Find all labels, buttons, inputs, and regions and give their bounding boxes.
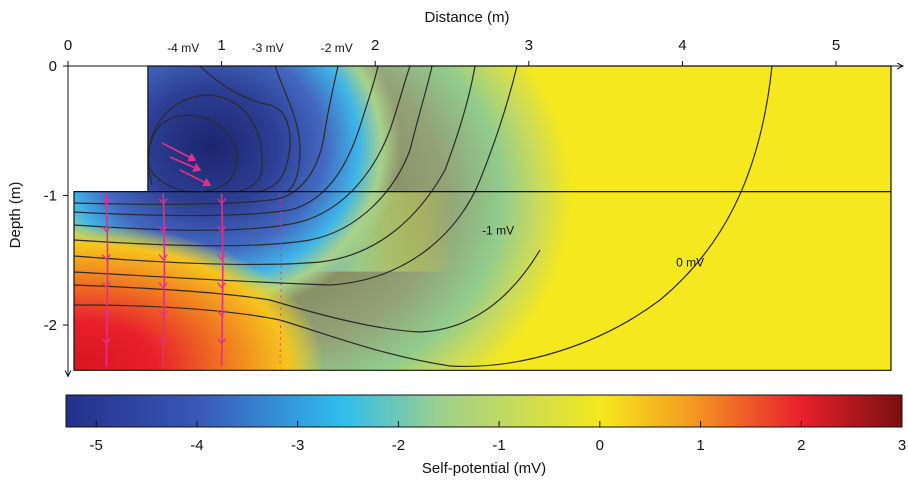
flow-arrowhead (217, 310, 227, 317)
y-tick-label: -1 (44, 188, 57, 205)
flow-arrowhead (158, 254, 168, 261)
contour-line-7 (74, 66, 411, 231)
axes: 0 1 2 3 4 5 0 -1 -2 (44, 37, 903, 376)
flow-arrowhead (158, 282, 168, 289)
source-arrow-1 (161, 142, 197, 162)
x-axis-title: Distance (m) (424, 9, 509, 26)
source-arrow-2 (169, 156, 202, 172)
x-tick-label: 4 (678, 37, 686, 54)
x-tick-label: 0 (64, 37, 72, 54)
x-tick-label: 2 (371, 37, 379, 54)
colorbar-tick-label: -1 (492, 437, 505, 454)
flow-arrowhead (101, 338, 111, 345)
x-tick-label: 5 (832, 37, 840, 54)
positive-zone (74, 223, 324, 371)
y-tick-label: 0 (49, 58, 57, 75)
flow-arrowhead (101, 310, 111, 317)
flow-arrowhead (158, 338, 168, 345)
colorbar-title: Self-potential (mV) (422, 460, 546, 477)
source-arrow-3 (179, 169, 212, 187)
contour-label-5: 0 mV (676, 256, 704, 270)
flow-arrowhead (217, 226, 227, 233)
contour-line-4 (274, 66, 301, 193)
contour-line-9 (74, 66, 476, 266)
contour-line-12 (74, 249, 541, 333)
flow-arrowhead (217, 198, 227, 205)
flow-arrowhead (101, 226, 111, 233)
contour-line-6 (74, 66, 379, 217)
flow-line-1 (105, 193, 109, 367)
colorbar-tick-label: -4 (190, 437, 203, 454)
contour-label-4: -1 mV (482, 223, 514, 237)
flow-arrowhead (101, 282, 111, 289)
y-axis-title: Depth (m) (7, 182, 24, 249)
colorbar-tick-label: -3 (291, 437, 304, 454)
flow-arrowhead (101, 198, 111, 205)
colorbar-tick-label: 2 (797, 437, 805, 454)
flow-line-3 (220, 193, 224, 367)
flow-arrowhead (217, 254, 227, 261)
colorbar-tick-label: 1 (696, 437, 704, 454)
flow-arrowhead (158, 198, 168, 205)
colorbar-ticks: -5 -4 -3 -2 -1 0 1 2 3 (90, 421, 906, 454)
current-flow-arrows (101, 142, 282, 367)
x-tick-label: 1 (217, 37, 225, 54)
contour-line-1 (147, 114, 238, 193)
flow-arrowhead (217, 282, 227, 289)
contour-label-2: -3 mV (252, 41, 284, 55)
contour-line-3 (199, 66, 291, 193)
colorbar-tick-label: -2 (392, 437, 405, 454)
flow-line-4 (279, 193, 282, 367)
contour-label-1: -4 mV (167, 41, 199, 55)
flow-arrowhead (158, 310, 168, 317)
contour-line-2 (148, 94, 263, 193)
flow-arrowhead (158, 226, 168, 233)
flow-arrowhead (101, 254, 111, 261)
colorbar-tick-label: 0 (596, 437, 604, 454)
contour-line-8 (74, 66, 433, 247)
contour-line-5 (74, 66, 339, 205)
contour-lines (73, 65, 892, 371)
contour-line-10 (74, 66, 518, 286)
colorbar (65, 394, 903, 428)
contour-label-3: -2 mV (321, 41, 353, 55)
contour-annotations: -4 mV -3 mV -2 mV -1 mV 0 mV (167, 41, 704, 270)
flow-line-2 (162, 193, 166, 367)
y-tick-label: -2 (44, 317, 57, 334)
x-tick-label: 3 (525, 37, 533, 54)
flow-arrowhead (217, 338, 227, 345)
colorbar-tick-label: 3 (898, 437, 906, 454)
contour-line-11 (74, 66, 773, 368)
colorbar-tick-label: -5 (90, 437, 103, 454)
